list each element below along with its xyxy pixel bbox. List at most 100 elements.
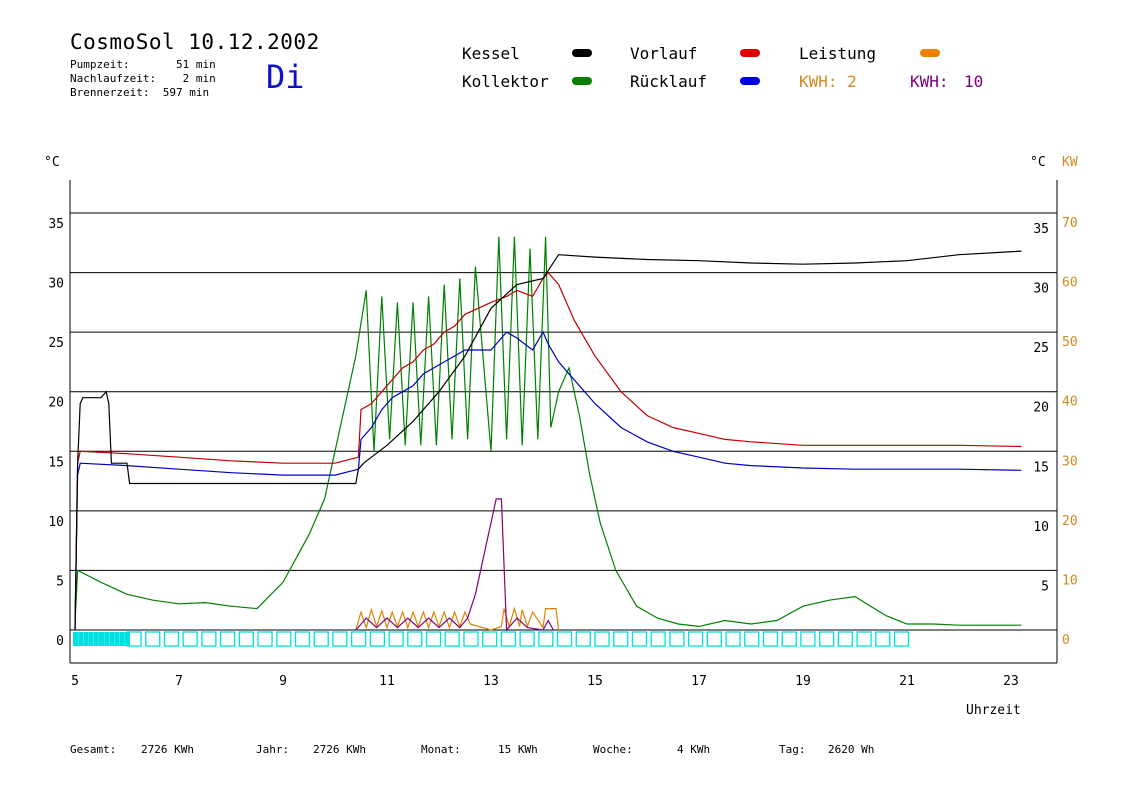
x-tick-label: 17: [691, 674, 707, 689]
pump-on-mark: [119, 632, 125, 646]
x-tick-label: 5: [71, 674, 79, 689]
series-ruecklauf-line: [74, 330, 1022, 631]
pump-cycle-box: [257, 631, 273, 647]
pump-cycle-box: [800, 631, 816, 647]
pump-cycle-box: [725, 631, 741, 647]
legend-vorlauf-label: Vorlauf: [630, 44, 698, 63]
y-tick-label-right-temp: 20: [1033, 401, 1049, 416]
pump-cycle-box: [781, 631, 797, 647]
y-tick-label-right-kw: 10: [1062, 573, 1078, 588]
pump-cycle-box: [893, 631, 910, 647]
pump-cycle-box: [238, 631, 254, 647]
pump-cycle-box: [313, 631, 329, 647]
y-tick-label-left: 20: [48, 396, 64, 411]
x-tick-label: 7: [175, 674, 183, 689]
x-tick-label: 11: [379, 674, 395, 689]
y-tick-label-right-kw: 40: [1062, 395, 1078, 410]
series-leistung-line: [355, 606, 560, 631]
pump-cycle-box: [875, 631, 891, 647]
pump-cycle-box: [519, 631, 535, 647]
x-tick-label: 19: [795, 674, 811, 689]
pump-cycle-box: [856, 631, 872, 647]
footer-woche-value: 4 KWh: [677, 743, 711, 756]
pump-cycle-box: [201, 631, 217, 647]
pump-on-mark: [83, 632, 89, 646]
pump-on-mark: [78, 632, 84, 646]
pump-cycle-box: [575, 631, 591, 647]
legend-kwh10-value: 10: [964, 72, 984, 91]
legend-leistung-swatch: [920, 49, 940, 57]
pump-cycle-box: [463, 631, 479, 647]
legend-kollektor-label: Kollektor: [462, 72, 549, 91]
pump-cycle-box: [407, 631, 423, 647]
legend-kwh2-label: KWH: 2: [799, 72, 857, 91]
y-axis-label-right-temp: °C: [1030, 155, 1046, 170]
legend-kollektor-swatch: [572, 77, 592, 85]
y-tick-label-right-temp: 5: [1041, 579, 1049, 594]
pump-cycle-box: [388, 631, 404, 647]
pump-on-mark: [104, 632, 110, 646]
pump-on-mark: [88, 632, 94, 646]
y-tick-label-left: 15: [48, 455, 64, 470]
series-kwh10-line: [355, 498, 554, 632]
pump-cycle-box: [837, 631, 854, 647]
pump-cycle-box: [163, 631, 180, 647]
y-tick-label-right-kw: 0: [1062, 633, 1070, 648]
y-tick-label-right-temp: 30: [1033, 282, 1049, 297]
pump-cycle-box: [425, 631, 442, 647]
legend-vorlauf-swatch: [740, 49, 760, 57]
y-tick-label-right-temp: 10: [1033, 520, 1049, 535]
weekday-label: Di: [266, 58, 305, 96]
x-tick-label: 15: [587, 674, 603, 689]
pump-cycle-box: [594, 631, 610, 647]
legend-ruecklauf-swatch: [740, 77, 760, 85]
pump-cycle-box: [369, 631, 386, 647]
brennerzeit-text: Brennerzeit: 597 min: [70, 86, 210, 99]
footer-monat-value: 15 KWh: [498, 743, 538, 756]
y-tick-label-right-kw: 60: [1062, 276, 1078, 291]
pump-cycle-box: [350, 631, 367, 647]
x-tick-label: 23: [1003, 674, 1019, 689]
x-tick-label: 21: [899, 674, 915, 689]
pump-cycle-box: [126, 631, 142, 647]
x-tick-label: 13: [483, 674, 499, 689]
pump-cycle-box: [276, 631, 292, 647]
y-axis-label-left: °C: [44, 155, 60, 170]
footer-tag-value: 2620 Wh: [828, 743, 875, 756]
y-tick-label-right-temp: 15: [1033, 460, 1049, 475]
y-tick-label-left: 35: [48, 217, 64, 232]
footer-gesamt-label: Gesamt:: [70, 743, 117, 756]
legend-kessel-swatch: [572, 49, 592, 57]
footer-jahr-value: 2726 KWh: [313, 743, 366, 756]
pump-cycle-box: [182, 631, 198, 647]
x-tick-label: 9: [279, 674, 287, 689]
pump-on-mark: [93, 632, 99, 646]
pump-cycle-box: [744, 631, 760, 647]
pump-cycle-box: [650, 631, 666, 647]
pump-cycle-box: [219, 631, 236, 647]
pump-cycle-box: [706, 631, 722, 647]
pump-cycle-box: [332, 631, 348, 647]
pump-cycle-box: [500, 631, 517, 647]
y-tick-label-left: 10: [48, 515, 64, 530]
series-kollektor-line: [74, 236, 1022, 628]
y-tick-label-right-kw: 20: [1062, 514, 1078, 529]
pump-on-mark: [114, 632, 120, 646]
series-vorlauf-line: [74, 271, 1022, 631]
y-tick-label-right-kw: 50: [1062, 335, 1078, 350]
y-tick-label-right-kw: 30: [1062, 454, 1078, 469]
legend-kessel-label: Kessel: [462, 44, 520, 63]
legend-kwh10-label: KWH:: [910, 72, 949, 91]
y-tick-label-left: 5: [56, 574, 64, 589]
y-tick-label-left: 30: [48, 277, 64, 292]
y-axis-label-right-power: KW: [1062, 155, 1078, 170]
pump-cycle-box: [538, 631, 554, 647]
footer-gesamt-value: 2726 KWh: [141, 743, 194, 756]
pumpzeit-text: Pumpzeit: 51 min: [70, 58, 216, 71]
footer-woche-label: Woche:: [593, 743, 633, 756]
y-tick-label-right-kw: 70: [1062, 216, 1078, 231]
pump-cycle-box: [818, 631, 835, 647]
legend-leistung-label: Leistung: [799, 44, 877, 63]
footer-monat-label: Monat:: [421, 743, 461, 756]
